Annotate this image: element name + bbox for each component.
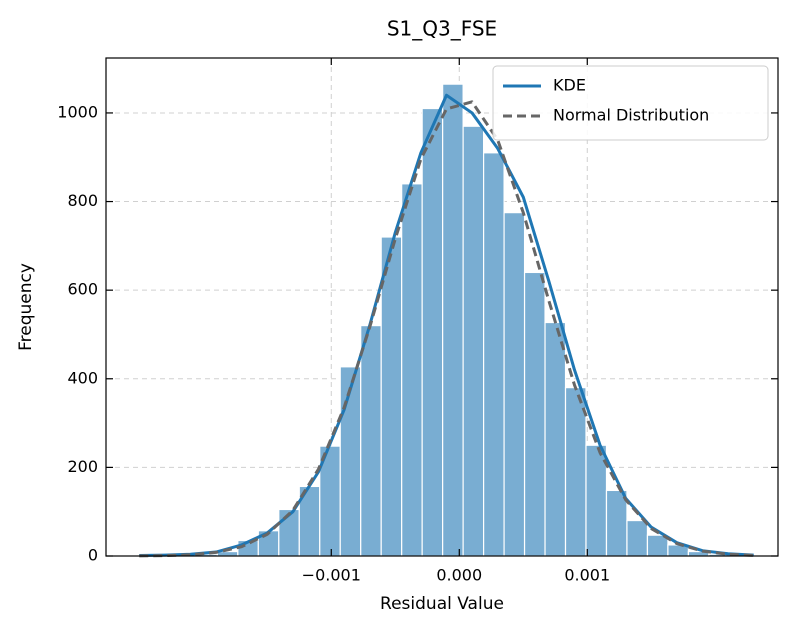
bar (360, 325, 382, 557)
curve (139, 93, 754, 558)
legend-label: KDE (553, 76, 586, 95)
bar (421, 107, 444, 557)
bar (605, 489, 628, 557)
bar (442, 83, 464, 557)
bar (380, 236, 403, 557)
bar (339, 366, 362, 557)
y-axis-label: Frequency (16, 263, 36, 351)
plot-frame (105, 57, 779, 557)
legend-box (492, 65, 769, 141)
bar (523, 271, 546, 557)
x-tick-label: 0.001 (564, 566, 610, 585)
bar (646, 534, 669, 557)
bar (503, 212, 526, 557)
bar (483, 152, 505, 557)
chart-title: S1_Q3_FSE (387, 17, 497, 41)
x-tick-label: 0.000 (436, 566, 482, 585)
bar (544, 321, 567, 557)
x-tick-label: −0.001 (302, 566, 361, 585)
bar (626, 519, 649, 557)
legend-label: Normal Distribution (553, 106, 709, 125)
bar (564, 387, 587, 557)
curve (139, 100, 754, 558)
bar (462, 125, 485, 557)
y-tick-label: 600 (67, 280, 98, 299)
bar (401, 183, 423, 557)
y-tick-label: 800 (67, 191, 98, 210)
y-tick-label: 1000 (57, 102, 98, 121)
x-axis-label: Residual Value (380, 594, 504, 614)
y-tick-label: 200 (67, 457, 98, 476)
y-tick-label: 0 (88, 546, 98, 565)
y-tick-label: 400 (67, 368, 98, 387)
